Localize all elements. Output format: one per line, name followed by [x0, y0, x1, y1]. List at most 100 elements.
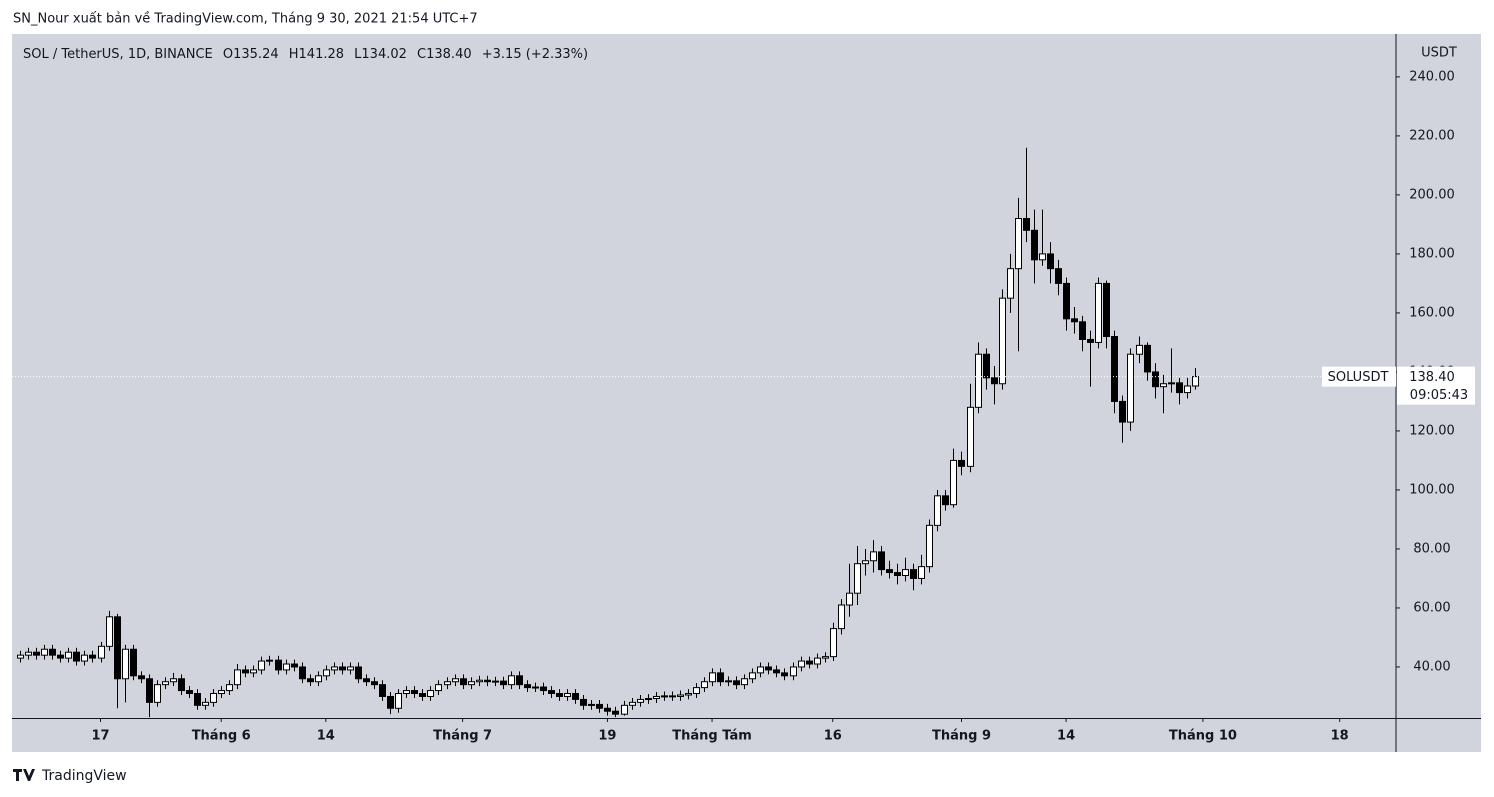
- candle-body: [524, 684, 531, 689]
- candle-body: [741, 678, 748, 686]
- candle-body: [154, 684, 161, 703]
- candle-body: [210, 693, 217, 703]
- x-tick-label: Tháng Tám: [672, 729, 752, 744]
- x-tick-label: Tháng 7: [433, 729, 492, 744]
- candle-body: [371, 681, 378, 686]
- candle-body: [604, 707, 611, 712]
- candle-body: [460, 678, 467, 686]
- candle-body: [1015, 218, 1022, 270]
- y-tick-label: 220.00: [1409, 128, 1455, 143]
- candle-body: [685, 693, 692, 696]
- candle-body: [427, 690, 434, 697]
- candle-body: [452, 678, 459, 683]
- legend-close: C138.40: [417, 47, 472, 62]
- candle-body: [106, 616, 113, 647]
- candle-body: [580, 698, 587, 706]
- chart-pane: [12, 34, 1481, 752]
- candle-body: [1160, 383, 1167, 388]
- candle-body: [958, 459, 965, 467]
- candle-body: [315, 675, 322, 683]
- candle-body: [500, 680, 507, 686]
- candle-body: [299, 666, 306, 680]
- candle-body: [331, 666, 338, 671]
- candle-body: [556, 693, 563, 697]
- candle-body: [629, 701, 636, 706]
- candle-body: [89, 654, 96, 659]
- candle-body: [1087, 338, 1094, 343]
- candle-body: [1055, 268, 1062, 284]
- candle-body: [991, 377, 998, 385]
- candle-body: [645, 698, 652, 701]
- candle-body: [1071, 318, 1078, 323]
- candle-body: [379, 684, 386, 697]
- candle-body: [781, 672, 788, 677]
- candle-body: [138, 675, 145, 680]
- x-tick-label: 14: [317, 729, 335, 744]
- candle-body: [202, 701, 209, 706]
- candle-body: [1152, 371, 1159, 388]
- candle-body: [1103, 282, 1110, 338]
- brand: TradingView: [41, 768, 127, 784]
- candle-body: [975, 353, 982, 408]
- candle-body: [1144, 344, 1151, 373]
- candle-body: [403, 690, 410, 695]
- candle-body: [73, 651, 80, 662]
- candle-body: [653, 695, 660, 700]
- candle-body: [572, 693, 579, 700]
- candle-body: [942, 495, 949, 506]
- candle-body: [194, 693, 201, 706]
- candle-body: [41, 648, 48, 656]
- candle-body: [307, 678, 314, 683]
- candle-body: [926, 524, 933, 568]
- y-tick-label: 120.00: [1409, 423, 1455, 438]
- candle-body: [564, 693, 571, 697]
- candle-body: [749, 672, 756, 680]
- candle-body: [258, 660, 265, 671]
- candle-body: [226, 684, 233, 692]
- publish-line: SN_Nour xuất bản về TradingView.com, Thá…: [13, 12, 478, 27]
- candle-body: [894, 572, 901, 576]
- x-tick-label: 16: [824, 729, 842, 744]
- candle-body: [170, 678, 177, 683]
- candle-body: [1023, 218, 1030, 231]
- candle-body: [637, 698, 644, 703]
- legend-change: +3.15 (+2.33%): [482, 47, 588, 62]
- candle-body: [790, 666, 797, 677]
- price-label: 138.40: [1409, 370, 1455, 385]
- candle-body: [419, 693, 426, 697]
- candle-body: [178, 678, 185, 692]
- candle-body: [323, 669, 330, 677]
- candle-body: [621, 704, 628, 715]
- candle-body: [1136, 344, 1143, 355]
- candle-body: [339, 666, 346, 671]
- candle-body: [532, 686, 539, 689]
- candle-body: [878, 551, 885, 571]
- candle-body: [1176, 382, 1183, 394]
- candle-body: [1063, 282, 1070, 320]
- candle-body: [468, 681, 475, 686]
- axis-unit: USDT: [1421, 46, 1457, 61]
- candle-body: [114, 616, 121, 680]
- candle-body: [1184, 385, 1191, 394]
- candle-body: [934, 495, 941, 526]
- x-tick-label: 18: [1331, 729, 1349, 744]
- candle-body: [411, 690, 418, 695]
- candle-body: [476, 679, 483, 683]
- candle-body: [266, 659, 273, 662]
- y-tick-label: 160.00: [1409, 305, 1455, 320]
- plot: [17, 147, 1199, 718]
- candle-body: [548, 690, 555, 695]
- logo-icon: [13, 769, 35, 781]
- candle-body: [1192, 376, 1199, 387]
- candle-body: [765, 666, 772, 671]
- candle-body: [130, 648, 137, 677]
- candle-body: [950, 459, 957, 506]
- candle-body: [588, 703, 595, 706]
- candle-body: [918, 566, 925, 579]
- countdown-label: 09:05:43: [1410, 388, 1468, 403]
- symbol: SOL / TetherUS, 1D, BINANCE: [23, 47, 213, 62]
- y-tick-label: 180.00: [1409, 246, 1455, 261]
- candle-body: [1095, 282, 1102, 343]
- y-tick-label: 40.00: [1413, 659, 1450, 674]
